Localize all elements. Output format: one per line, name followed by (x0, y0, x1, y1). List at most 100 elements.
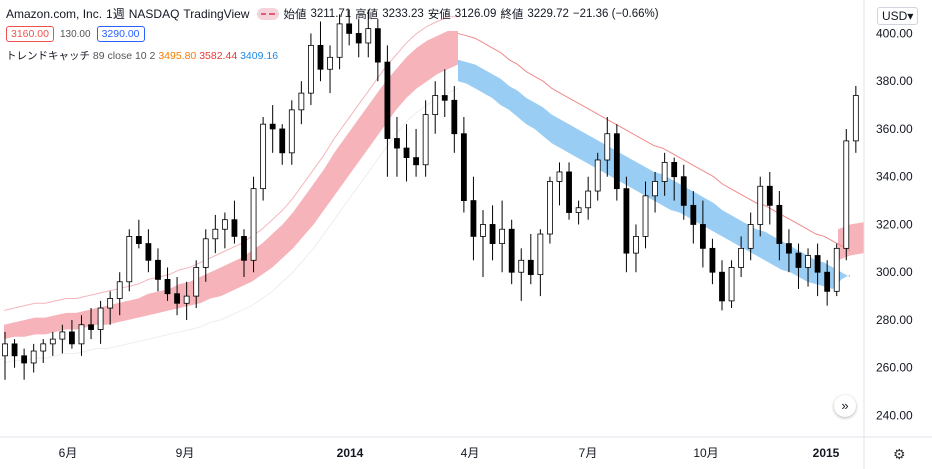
bull-lower-line (3, 87, 459, 364)
candle-body (575, 207, 582, 213)
candle (59, 324, 66, 354)
candle-body (633, 236, 639, 254)
candle-body (97, 307, 104, 330)
candle (480, 210, 486, 278)
candle-body (460, 133, 467, 201)
candle (155, 248, 161, 292)
candle (422, 100, 429, 177)
candle-body (518, 259, 525, 273)
candle (738, 236, 745, 278)
candle-body (489, 224, 496, 244)
candle (432, 81, 439, 134)
currency-label: USD (882, 9, 908, 23)
price-tick-label: 300.00 (876, 265, 913, 279)
candle-body (269, 123, 276, 130)
market-status-icon[interactable] (257, 7, 280, 20)
indicator-name: トレンドキャッチ (6, 50, 90, 62)
candle (413, 128, 419, 177)
candle-body (480, 224, 486, 237)
candle (107, 291, 114, 325)
candle (613, 124, 620, 201)
interval-label[interactable]: 1週 (106, 7, 125, 21)
open-label: 始値 (283, 8, 307, 21)
sell-button[interactable]: 3160.00 (6, 26, 54, 42)
candle (183, 281, 190, 320)
candle (671, 157, 678, 201)
time-tick-label: 10月 (693, 446, 718, 460)
candle (403, 124, 410, 182)
candle-body (49, 338, 56, 345)
indicator-params: 89 close 10 2 (92, 50, 156, 62)
candle-body (384, 61, 391, 139)
candle-body (336, 23, 343, 58)
candle (135, 219, 142, 249)
candle (231, 200, 238, 244)
candle (661, 152, 668, 196)
candle (308, 33, 314, 106)
candle (327, 45, 333, 94)
candle-body (374, 28, 381, 63)
candle (317, 21, 324, 82)
candle-body (757, 185, 764, 225)
candle-body (327, 56, 333, 70)
candle (126, 229, 133, 292)
candle-body (613, 133, 620, 190)
candle (212, 214, 219, 254)
candle-body (852, 95, 859, 142)
candle (88, 308, 94, 340)
indicator-legend[interactable]: トレンドキャッチ 89 close 10 2 3495.80 3582.44 3… (6, 48, 278, 63)
candle (78, 315, 85, 356)
time-axis[interactable]: 6月 9月 2014 4月 7月 10月 2015 (59, 446, 840, 460)
gear-icon[interactable]: ⚙ (893, 446, 906, 462)
candle-body (661, 161, 668, 182)
candle-body (642, 195, 649, 237)
candle-body (824, 271, 831, 292)
candle-body (193, 267, 200, 297)
candle (346, 9, 353, 46)
low-value: 3126.09 (454, 7, 497, 20)
candle (499, 200, 506, 273)
candle (288, 100, 295, 165)
symbol-name[interactable]: Amazon.com, Inc. (6, 6, 103, 21)
candle (374, 19, 381, 82)
candle (394, 117, 400, 177)
candle-body (470, 200, 477, 237)
bull-upper-line (3, 16, 458, 311)
bear-upper-line (457, 32, 851, 252)
candle (2, 331, 8, 380)
candle-body (221, 219, 228, 230)
candle (728, 260, 735, 309)
candle-body (260, 123, 267, 190)
bull-trend-band (4, 31, 458, 340)
candle (766, 171, 773, 225)
candle (547, 176, 553, 244)
candle (795, 243, 802, 289)
candle (623, 176, 630, 273)
candle-body (833, 247, 840, 292)
candle-body (527, 259, 534, 276)
candle-body (709, 247, 716, 273)
candle (527, 234, 534, 285)
candle-body (680, 176, 687, 206)
candle (241, 229, 247, 278)
candle (451, 85, 458, 153)
candle-body (231, 219, 238, 237)
currency-dropdown[interactable]: USD▾ (877, 7, 919, 25)
time-tick-label: 4月 (461, 446, 480, 460)
candle-body (795, 252, 802, 268)
buy-button[interactable]: 3290.00 (96, 26, 145, 42)
candle (709, 238, 716, 285)
change-value: −21.36 (−0.66%) (572, 7, 659, 20)
candle (269, 105, 276, 153)
candle (833, 243, 840, 297)
time-tick-label: 7月 (579, 446, 598, 460)
candle (680, 164, 687, 220)
order-row: 3160.00 130.00 3290.00 (6, 26, 145, 42)
price-axis[interactable]: 240.00 260.00 280.00 300.00 320.00 340.00 360.… (876, 26, 913, 422)
candle-body (21, 355, 28, 364)
trend-band-layer (3, 16, 864, 364)
double-chevron-right-icon[interactable]: » (834, 395, 856, 417)
candle-body (594, 159, 601, 192)
candle (776, 191, 783, 261)
